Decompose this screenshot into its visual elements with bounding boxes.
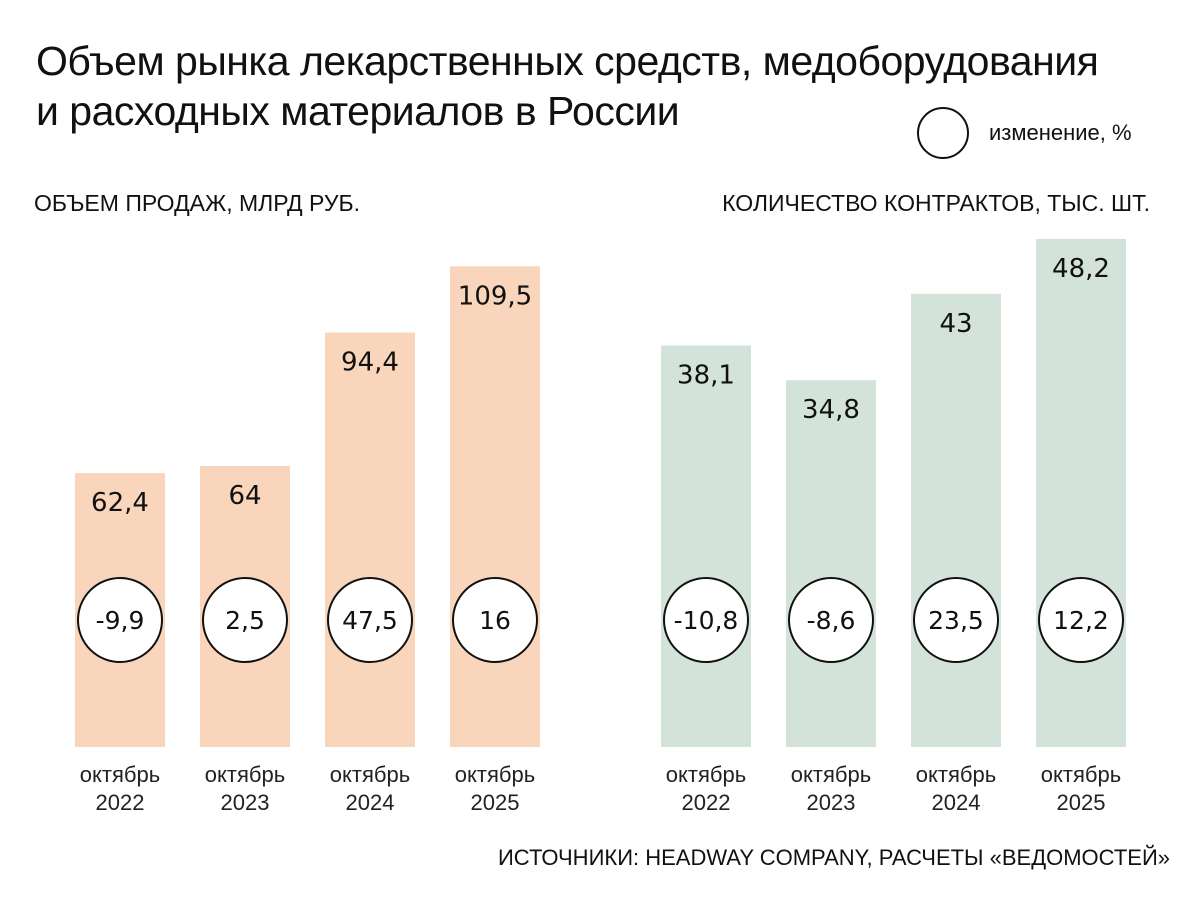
change-label: -10,8 xyxy=(674,606,739,635)
change-circle xyxy=(202,577,288,663)
bar xyxy=(786,380,876,747)
category-month-label: октябрь xyxy=(205,762,285,787)
bar-value-label: 64 xyxy=(228,481,261,511)
bar xyxy=(325,332,415,747)
change-label: 16 xyxy=(479,606,511,635)
source-note: ИСТОЧНИКИ: HEADWAY COMPANY, РАСЧЕТЫ «ВЕД… xyxy=(497,845,1170,870)
category-year-label: 2024 xyxy=(932,790,981,815)
legend-label: изменение, % xyxy=(989,120,1132,145)
bar xyxy=(450,266,540,747)
change-label: 23,5 xyxy=(928,606,984,635)
change-circle xyxy=(327,577,413,663)
bar-value-label: 94,4 xyxy=(341,348,399,378)
category-year-label: 2025 xyxy=(1057,790,1106,815)
category-month-label: октябрь xyxy=(330,762,410,787)
change-circle xyxy=(788,577,874,663)
category-year-label: 2022 xyxy=(682,790,731,815)
category-month-label: октябрь xyxy=(791,762,871,787)
bar-value-label: 38,1 xyxy=(677,360,735,390)
legend: изменение, % xyxy=(917,107,1132,159)
change-label: 12,2 xyxy=(1053,606,1109,635)
change-circle xyxy=(452,577,538,663)
category-month-label: октябрь xyxy=(80,762,160,787)
change-label: 47,5 xyxy=(342,606,398,635)
change-label: 2,5 xyxy=(225,606,265,635)
bar-value-label: 109,5 xyxy=(458,281,532,311)
change-label: -9,9 xyxy=(96,606,145,635)
bar-value-label: 43 xyxy=(939,309,972,339)
change-label: -8,6 xyxy=(807,606,856,635)
category-month-label: октябрь xyxy=(666,762,746,787)
category-month-label: октябрь xyxy=(455,762,535,787)
change-circle xyxy=(77,577,163,663)
bar xyxy=(1036,238,1126,748)
bar xyxy=(661,345,751,747)
category-year-label: 2023 xyxy=(807,790,856,815)
change-circle xyxy=(913,577,999,663)
category-year-label: 2024 xyxy=(346,790,395,815)
title-line-2: и расходных материалов в России xyxy=(36,88,680,134)
category-month-label: октябрь xyxy=(1041,762,1121,787)
change-circle xyxy=(663,577,749,663)
chart-title: Объем рынка лекарственных средств, медоб… xyxy=(36,36,1099,136)
legend-circle-icon xyxy=(917,107,969,159)
bar xyxy=(911,293,1001,747)
right-chart-title: КОЛИЧЕСТВО КОНТРАКТОВ, ТЫС. ШТ. xyxy=(722,190,1150,216)
category-year-label: 2022 xyxy=(96,790,145,815)
left-chart-title: ОБЪЕМ ПРОДАЖ, МЛРД РУБ. xyxy=(34,190,360,216)
bar-value-label: 34,8 xyxy=(802,395,860,425)
category-year-label: 2023 xyxy=(221,790,270,815)
category-year-label: 2025 xyxy=(471,790,520,815)
title-line-1: Объем рынка лекарственных средств, медоб… xyxy=(36,38,1099,84)
bar-value-label: 62,4 xyxy=(91,488,149,518)
change-circle xyxy=(1038,577,1124,663)
bar-value-label: 48,2 xyxy=(1052,254,1110,284)
category-month-label: октябрь xyxy=(916,762,996,787)
